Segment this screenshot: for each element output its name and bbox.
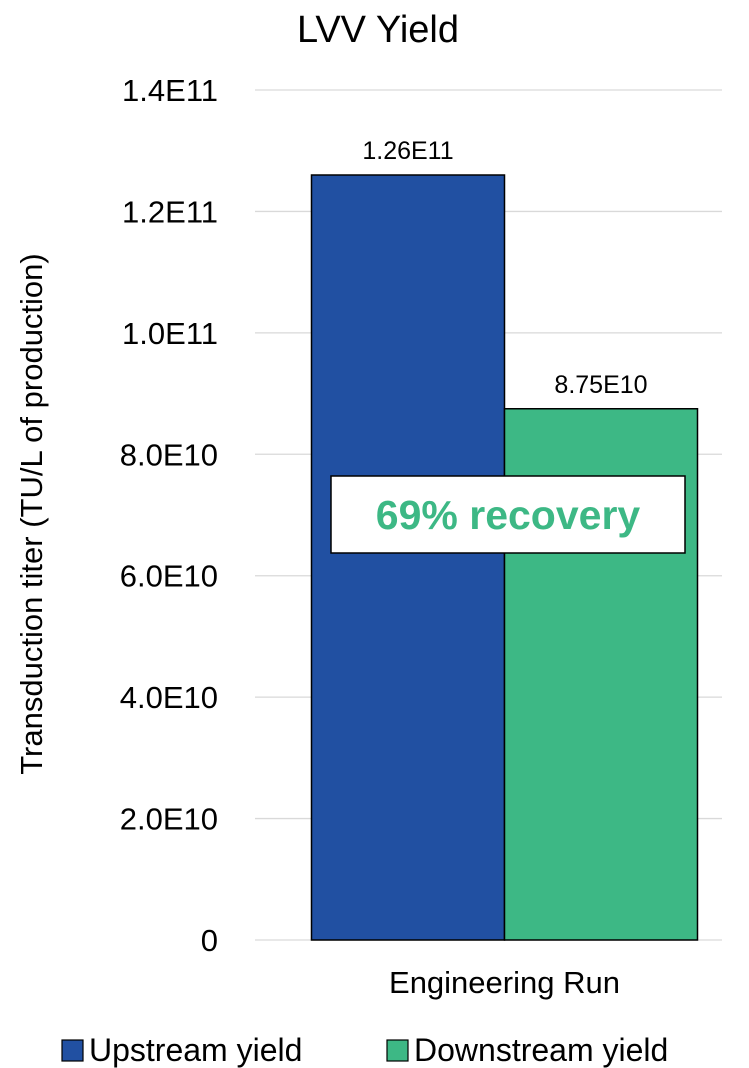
legend-label: Downstream yield [414,1032,668,1068]
y-tick-label: 1.4E11 [122,73,218,108]
x-tick-label: Engineering Run [389,965,620,1000]
bars [310,174,699,941]
legend-swatch [386,1039,409,1062]
y-axis-tick-labels: 0 2.0E10 4.0E10 6.0E10 8.0E10 1.0E11 1.2E11 1.4… [120,73,218,958]
x-axis-tick-labels: Engineering Run [389,965,620,1000]
y-tick-label: 2.0E10 [120,802,218,837]
y-axis-label: Transduction titer (TU/L of production) [14,253,49,774]
data-labels: 1.26E11 8.75E10 [362,137,647,399]
y-tick-label: 4.0E10 [120,680,218,715]
annotation-box [330,475,686,554]
data-label: 1.26E11 [362,137,453,165]
bar-upstream-yield [310,174,506,941]
data-label: 8.75E10 [554,371,647,399]
y-tick-label: 1.2E11 [122,194,218,229]
y-tick-label: 0 [201,923,218,958]
legend-swatch [61,1039,84,1062]
legend: Upstream yield Downstream yield [61,1032,668,1068]
legend-label: Upstream yield [89,1032,302,1068]
y-tick-label: 1.0E11 [122,316,218,351]
y-tick-label: 8.0E10 [120,437,218,472]
annotation-text: 69% recovery [376,492,641,538]
chart-title: LVV Yield [297,9,459,51]
recovery-annotation: 69% recovery [330,475,686,554]
y-tick-label: 6.0E10 [120,559,218,594]
